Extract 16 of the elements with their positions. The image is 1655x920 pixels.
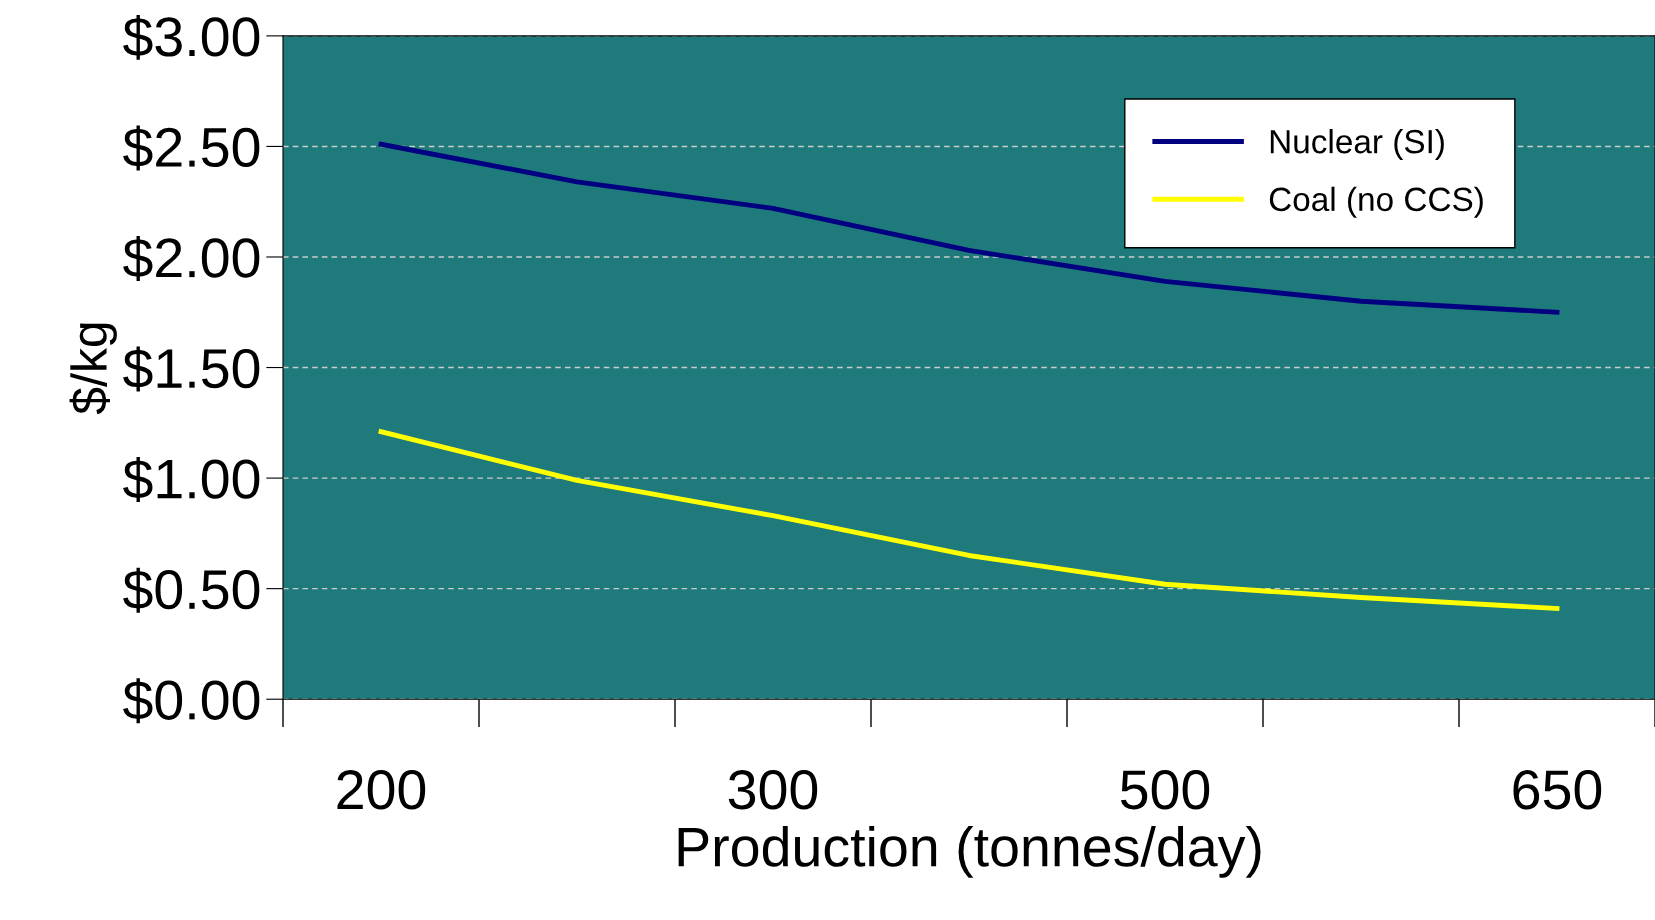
x-tick-label: 500 (1120, 770, 1210, 810)
y-tick-label: $2.50 (123, 125, 260, 171)
legend-label: Coal (no CCS) (1269, 186, 1483, 218)
y-tick-label: $2.00 (123, 235, 260, 281)
y-tick-label: $0.50 (123, 567, 260, 613)
x-tick-label: 200 (337, 770, 426, 810)
line-series (378, 429, 1560, 611)
y-tick-label: $0.00 (123, 678, 260, 724)
x-tick-label: 300 (728, 770, 818, 810)
x-tick-label: 650 (1513, 770, 1602, 810)
y-tick-label: $1.00 (123, 457, 260, 503)
y-tick-label: $3.00 (123, 14, 260, 60)
y-tick-label: $1.50 (123, 346, 260, 392)
legend-label: Nuclear (SI) (1270, 128, 1444, 161)
y-axis-title: $/kg (69, 323, 117, 415)
x-axis-title: Production (tonnes/day) (678, 825, 1261, 878)
